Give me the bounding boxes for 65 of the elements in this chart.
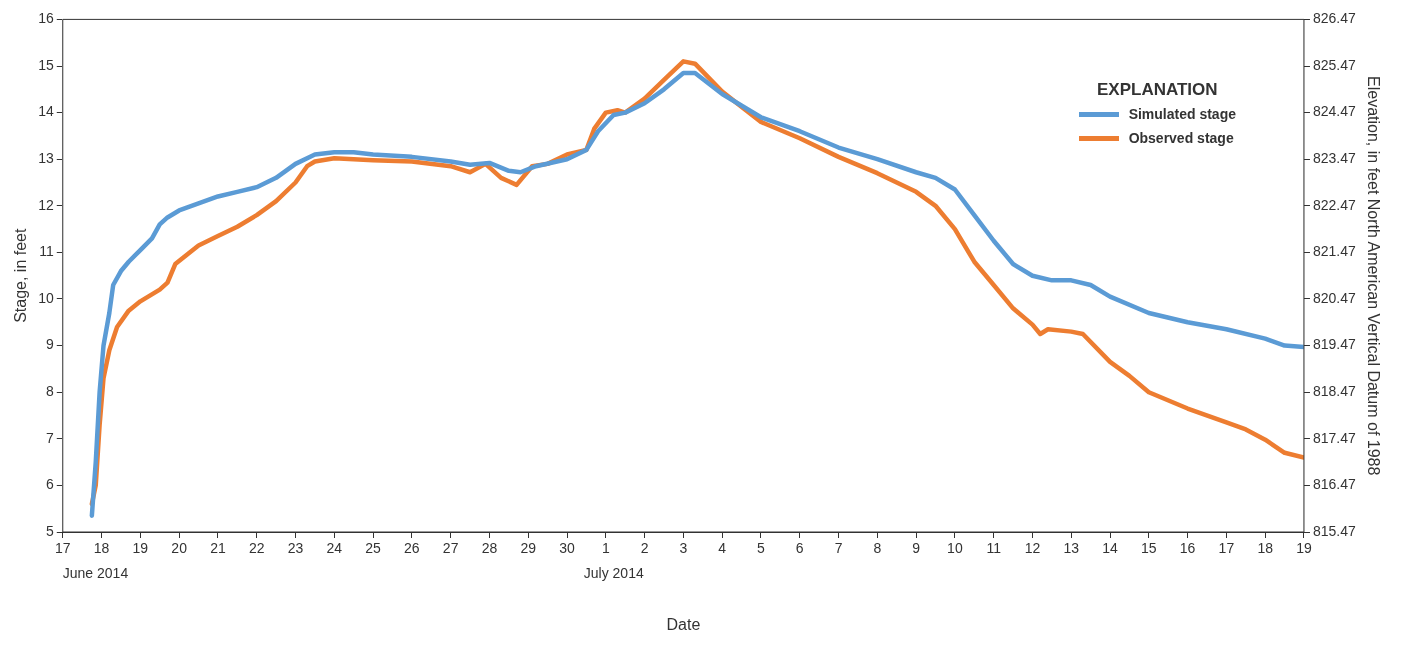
x-tick-label: 13 — [1063, 540, 1080, 557]
legend-label: Observed stage — [1128, 129, 1234, 148]
x-tick-label: 22 — [248, 540, 265, 557]
y-tick-label: 11 — [39, 243, 54, 260]
y2-tick-label: 816.47 — [1312, 476, 1357, 493]
x-tick-label: 30 — [559, 540, 576, 557]
y2-tick-label: 815.47 — [1312, 522, 1357, 539]
x-tick-label: 26 — [404, 540, 420, 557]
x-tick-label: 29 — [520, 540, 537, 557]
x-tick-label: 25 — [365, 540, 382, 557]
x-tick-label: 14 — [1102, 540, 1119, 557]
x-axis-title: Date — [666, 615, 701, 633]
x-tick-label: 27 — [442, 540, 459, 557]
x-tick-label: 15 — [1141, 540, 1157, 557]
y-tick-label: 9 — [45, 336, 54, 353]
x-tick-label: 6 — [795, 540, 804, 557]
y-axis-title: Stage, in feet — [12, 228, 30, 323]
y2-tick-label: 823.47 — [1312, 150, 1357, 167]
x-tick-label: 5 — [757, 540, 766, 557]
y-tick-label: 7 — [45, 429, 54, 446]
x-tick-label: 2 — [640, 540, 649, 557]
x-tick-label: 3 — [679, 540, 688, 557]
y-tick-label: 16 — [38, 10, 54, 27]
y2-tick-label: 822.47 — [1312, 196, 1357, 213]
y-tick-label: 13 — [38, 150, 54, 167]
text: June 2014 — [62, 564, 129, 581]
x-tick-label: 7 — [834, 540, 843, 557]
x-tick-label: 8 — [873, 540, 882, 557]
x-tick-label: 1 — [601, 540, 610, 557]
x-tick-label: 18 — [1257, 540, 1274, 557]
x-tick-label: 28 — [481, 540, 498, 557]
y2-tick-label: 826.47 — [1312, 10, 1357, 27]
y-tick-label: 10 — [38, 289, 54, 306]
y-tick-label: 6 — [45, 476, 54, 493]
x-tick-label: 17 — [54, 540, 71, 557]
y2-tick-label: 825.47 — [1312, 56, 1357, 73]
y-tick-label: 12 — [38, 196, 54, 213]
x-tick-label: 4 — [718, 540, 727, 557]
x-tick-label: 23 — [287, 540, 304, 557]
x-tick-label: 9 — [912, 540, 921, 557]
y2-tick-label: 818.47 — [1312, 383, 1357, 400]
legend-label: Simulated stage — [1128, 105, 1236, 124]
x-tick-label: 18 — [93, 540, 110, 557]
y2-tick-label: 819.47 — [1312, 336, 1357, 353]
x-tick-label: 19 — [1296, 540, 1312, 557]
y2-tick-label: 824.47 — [1312, 103, 1357, 120]
y-tick-label: 5 — [45, 522, 54, 539]
text: July 2014 — [583, 564, 644, 581]
y2-tick-label: 821.47 — [1312, 243, 1357, 260]
x-tick-label: 10 — [947, 540, 963, 557]
x-tick-label: 17 — [1218, 540, 1235, 557]
y2-tick-label: 820.47 — [1312, 289, 1357, 306]
legend-title: EXPLANATION — [1096, 79, 1219, 101]
x-tick-label: 19 — [132, 540, 149, 557]
x-tick-label: 21 — [210, 540, 226, 557]
x-tick-label: 12 — [1024, 540, 1041, 557]
x-tick-label: 20 — [171, 540, 188, 557]
y-tick-label: 8 — [45, 383, 54, 400]
x-tick-label: 11 — [986, 540, 1002, 557]
x-tick-label: 16 — [1179, 540, 1196, 557]
y-tick-label: 15 — [38, 56, 54, 73]
y2-axis-title: Elevation, in feet North American Vertical Datum of 1988 — [1364, 76, 1382, 476]
y-tick-label: 14 — [38, 103, 54, 120]
y2-tick-label: 817.47 — [1312, 429, 1357, 446]
x-tick-label: 24 — [326, 540, 343, 557]
